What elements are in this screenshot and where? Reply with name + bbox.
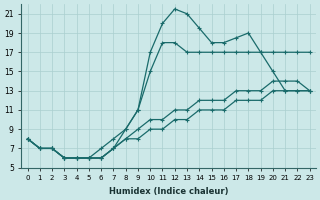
X-axis label: Humidex (Indice chaleur): Humidex (Indice chaleur)	[109, 187, 228, 196]
